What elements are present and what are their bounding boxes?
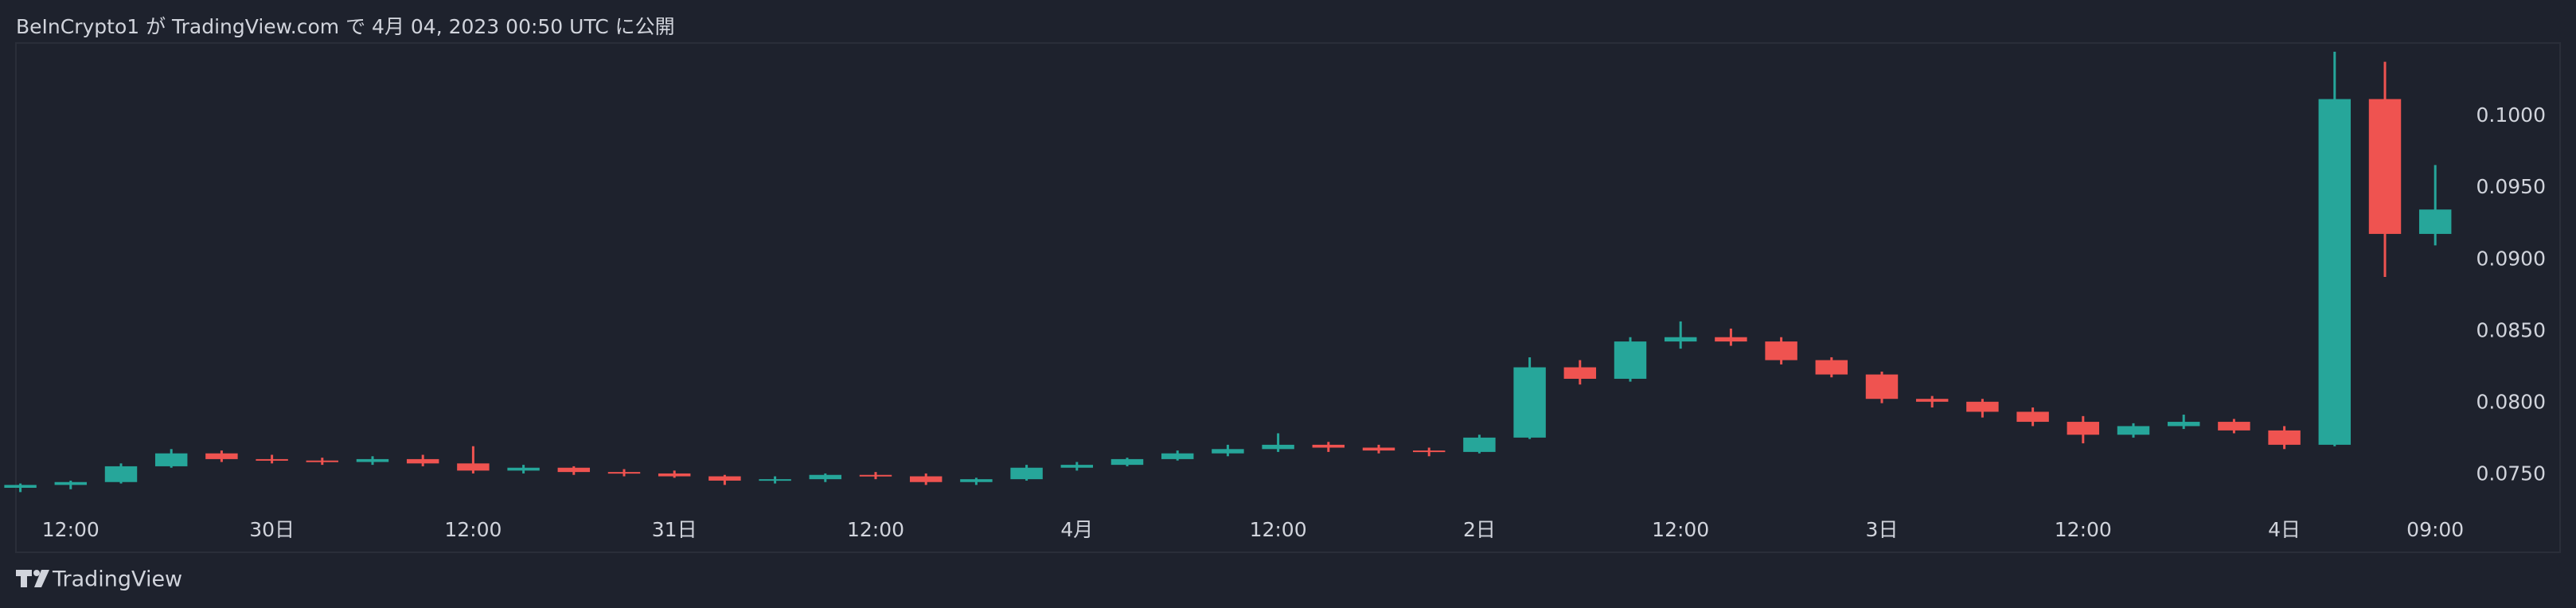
- candle-body: [2067, 422, 2100, 435]
- candle-body: [457, 463, 490, 471]
- y-tick-label: 0.1000: [2476, 103, 2546, 127]
- candle-body: [1312, 444, 1345, 448]
- candle-body: [1262, 444, 1294, 450]
- candle-body: [2016, 411, 2049, 423]
- candle-body: [1060, 465, 1094, 468]
- candle-body: [154, 453, 188, 466]
- candle-body: [1412, 450, 1446, 453]
- candle-body: [1161, 453, 1194, 459]
- candle-body: [356, 458, 389, 462]
- candle-body: [708, 476, 741, 481]
- chart-frame: [15, 42, 2561, 553]
- candle-body: [2318, 99, 2352, 445]
- candle-body: [4, 485, 37, 488]
- candle-body: [2167, 422, 2200, 427]
- y-tick-label: 0.0900: [2476, 247, 2546, 270]
- x-tick-label: 12:00: [444, 518, 502, 541]
- candle-body: [1513, 367, 1546, 438]
- x-tick-label: 31日: [652, 518, 697, 541]
- candle-body: [809, 474, 842, 480]
- y-tick-label: 0.0750: [2476, 462, 2546, 485]
- footer-logo: TradingView: [52, 567, 182, 592]
- candle-body: [1865, 374, 1899, 399]
- x-tick-label: 4月: [1060, 518, 1093, 541]
- candle-body: [306, 460, 339, 462]
- x-tick-label: 30日: [249, 518, 295, 541]
- candle-body: [54, 481, 88, 485]
- candle-body: [256, 458, 288, 461]
- candle-body: [205, 453, 238, 459]
- candle-body: [104, 466, 138, 482]
- x-tick-label: 3日: [1866, 518, 1899, 541]
- candle-body: [1765, 341, 1797, 361]
- x-tick-label: 4日: [2268, 518, 2301, 541]
- candle-body: [607, 472, 641, 474]
- chart-title: BeInCrypto1 が TradingView.com で 4月 04, 2…: [16, 15, 675, 38]
- candle-body: [759, 479, 791, 481]
- candle-body: [1915, 399, 1949, 402]
- candle-body: [2418, 209, 2452, 234]
- candle-body: [2368, 99, 2402, 234]
- y-tick-label: 0.0950: [2476, 175, 2546, 198]
- candle-body: [960, 479, 993, 482]
- y-tick-label: 0.0850: [2476, 318, 2546, 341]
- candle-body: [1010, 467, 1043, 480]
- candle-body: [1966, 401, 1999, 412]
- candle-body: [1212, 449, 1244, 454]
- candle-body: [1664, 337, 1697, 342]
- candle-body: [1463, 437, 1496, 452]
- candle-body: [2218, 422, 2250, 431]
- x-tick-label: 12:00: [1652, 518, 1709, 541]
- candle-body: [507, 467, 540, 471]
- x-tick-label: 09:00: [2406, 518, 2464, 541]
- candle-body: [1110, 458, 1144, 466]
- x-tick-label: 12:00: [1250, 518, 1307, 541]
- candle-body: [859, 474, 892, 477]
- candle-body: [1362, 447, 1395, 451]
- x-tick-label: 12:00: [847, 518, 904, 541]
- candle-body: [1715, 337, 1747, 342]
- x-tick-label: 2日: [1463, 518, 1496, 541]
- candle-body: [658, 473, 691, 477]
- candle-body: [557, 467, 591, 473]
- candle-body: [406, 458, 439, 464]
- candle-body: [1815, 360, 1848, 375]
- candle-body: [2117, 426, 2150, 435]
- x-tick-label: 12:00: [42, 518, 100, 541]
- y-tick-label: 0.0800: [2476, 391, 2546, 414]
- x-tick-label: 12:00: [2055, 518, 2112, 541]
- candle-body: [2268, 430, 2301, 445]
- candle-body: [1563, 367, 1597, 379]
- candle-body: [909, 476, 943, 482]
- candle-body: [1614, 341, 1647, 379]
- tradingview-logo-icon: [16, 570, 49, 587]
